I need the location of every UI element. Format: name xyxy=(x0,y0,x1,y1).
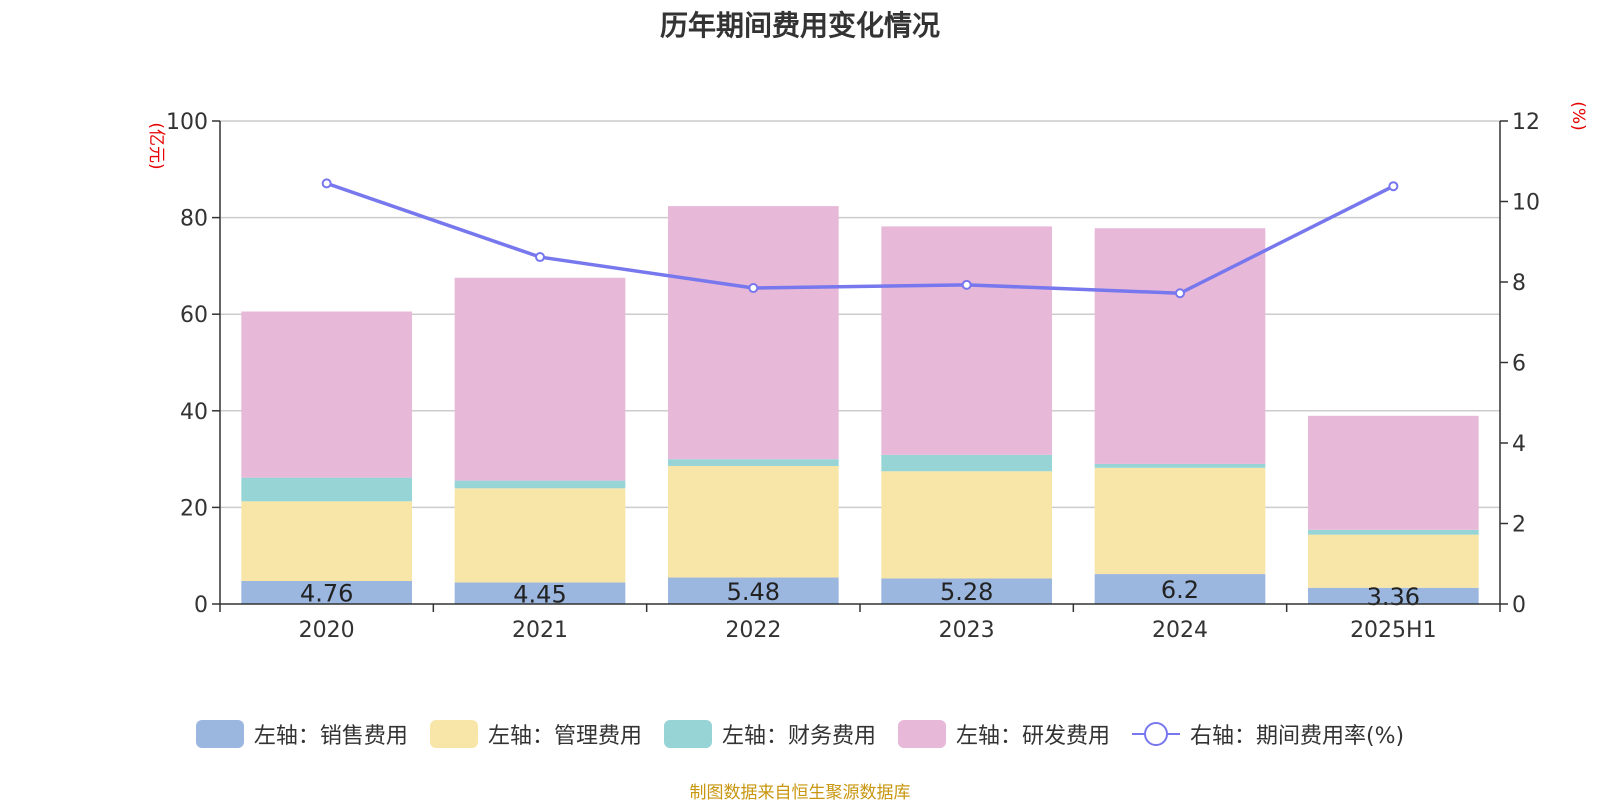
data-label: 5.48 xyxy=(727,578,780,606)
bar-segment xyxy=(668,577,839,604)
rate-point xyxy=(748,283,759,294)
right-axis-tick-label: 0 xyxy=(1512,593,1526,618)
bar-segment xyxy=(241,501,412,582)
legend-label: 左轴：财务费用 xyxy=(721,724,876,749)
bar-segment xyxy=(1094,467,1266,575)
bar-segment xyxy=(881,471,1052,579)
bar-segment xyxy=(881,454,1052,472)
x-axis-tick-label: 2023 xyxy=(939,618,995,643)
x-axis-tick-label: 2022 xyxy=(725,618,781,643)
legend-label: 左轴：研发费用 xyxy=(955,724,1110,749)
left-axis-tick-label: 20 xyxy=(180,496,208,521)
x-axis-tick-label: 2025H1 xyxy=(1350,618,1437,643)
rate-point xyxy=(321,178,332,189)
x-axis-tick-label: 2021 xyxy=(512,618,568,643)
source-note: 制图数据来自恒生聚源数据库 xyxy=(689,783,911,803)
left-axis-tick-label: 0 xyxy=(194,593,208,618)
legend-swatch xyxy=(663,720,712,748)
left-axis-unit: (亿元) xyxy=(146,122,166,169)
bar-segment xyxy=(1094,574,1266,604)
bar-segment xyxy=(668,206,839,460)
legend-label: 左轴：管理费用 xyxy=(487,724,642,749)
rate-point xyxy=(1388,181,1399,192)
bar-segment xyxy=(1308,587,1479,604)
bar-segment xyxy=(668,459,839,466)
right-axis-tick-label: 8 xyxy=(1512,271,1526,296)
bar-segment xyxy=(454,582,626,604)
left-axis-tick-label: 60 xyxy=(180,303,208,328)
legend-item[interactable]: 左轴：销售费用 xyxy=(195,718,408,750)
right-axis-tick-label: 6 xyxy=(1512,352,1526,377)
rate-point xyxy=(1175,288,1185,299)
data-label: 6.2 xyxy=(1161,576,1199,604)
legend-item[interactable]: 右轴：期间费用率(%) xyxy=(1131,718,1405,750)
bar-segment xyxy=(241,581,412,604)
bar-segment xyxy=(1308,534,1479,588)
bar-segment xyxy=(1308,415,1479,530)
right-axis-tick-label: 2 xyxy=(1512,513,1526,538)
legend-label: 右轴：期间费用率(%) xyxy=(1189,724,1405,749)
data-label: 4.76 xyxy=(300,580,353,608)
legend-item[interactable]: 左轴：管理费用 xyxy=(429,718,642,750)
bar-segment xyxy=(454,488,626,583)
legend-label: 左轴：销售费用 xyxy=(253,724,408,749)
bar-segment xyxy=(241,477,412,502)
right-axis-tick-label: 10 xyxy=(1512,191,1540,216)
bar-segment xyxy=(1094,463,1266,468)
data-label: 5.28 xyxy=(940,578,993,606)
legend-item[interactable]: 左轴：财务费用 xyxy=(663,718,876,750)
legend-swatch xyxy=(897,720,946,748)
bar-segment xyxy=(1308,529,1479,535)
chart-title: 历年期间费用变化情况 xyxy=(659,9,940,42)
bar-segment xyxy=(668,465,839,578)
right-axis-unit: (%) xyxy=(1568,101,1588,130)
right-axis-tick-label: 12 xyxy=(1512,110,1540,135)
bar-segment xyxy=(241,311,412,478)
legend-swatch xyxy=(195,720,244,748)
bar-segment xyxy=(454,277,626,481)
left-axis-tick-label: 40 xyxy=(180,400,208,425)
bar-segment xyxy=(881,578,1052,604)
legend-swatch xyxy=(429,720,478,748)
data-label: 3.36 xyxy=(1367,583,1420,611)
bar-segment xyxy=(454,480,626,489)
rate-point xyxy=(535,252,545,263)
rate-line xyxy=(326,181,1395,296)
legend-line-marker xyxy=(1131,720,1180,748)
bar-segment xyxy=(881,226,1052,455)
rate-point xyxy=(961,279,972,290)
left-axis-tick-label: 80 xyxy=(180,207,208,232)
right-axis-tick-label: 4 xyxy=(1512,432,1526,457)
legend: 左轴：销售费用 左轴：管理费用 左轴：财务费用 左轴：研发费用 右轴：期间费用率(%) xyxy=(0,718,1600,750)
x-axis-tick-label: 2024 xyxy=(1152,618,1208,643)
legend-item[interactable]: 左轴：研发费用 xyxy=(897,718,1110,750)
bar-segment xyxy=(1094,228,1266,464)
x-axis-tick-label: 2020 xyxy=(299,618,355,643)
left-axis-tick-label: 100 xyxy=(166,110,208,135)
